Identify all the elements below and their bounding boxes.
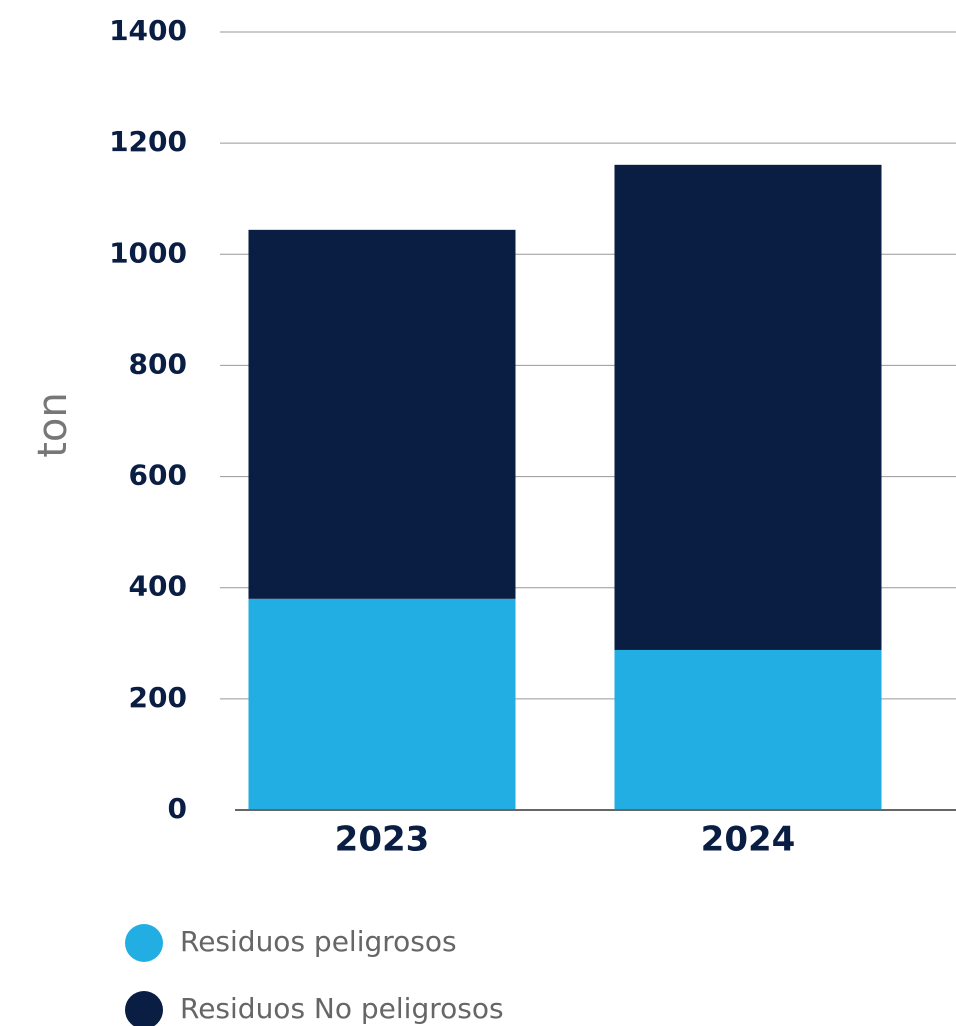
y-tick-label: 200 [129, 681, 187, 714]
y-tick-label: 1000 [109, 236, 187, 269]
legend-swatch [125, 924, 163, 962]
bar-segment [248, 598, 516, 810]
bar-segment [614, 164, 882, 650]
x-tick-label: 2023 [335, 820, 430, 860]
bar-segment [248, 229, 516, 599]
y-tick-label: 800 [129, 347, 187, 380]
legend-label: Residuos No peligrosos [180, 992, 504, 1025]
y-tick-label: 400 [129, 570, 187, 603]
x-tick-label: 2024 [701, 820, 796, 860]
bar-segment [614, 649, 882, 810]
y-tick-label: 1400 [109, 14, 187, 47]
legend-label: Residuos peligrosos [180, 925, 457, 958]
legend-swatch [125, 991, 163, 1026]
y-tick-label: 0 [168, 792, 187, 825]
y-axis-label: ton [30, 392, 76, 458]
y-tick-label: 600 [129, 459, 187, 492]
y-tick-label: 1200 [109, 125, 187, 158]
